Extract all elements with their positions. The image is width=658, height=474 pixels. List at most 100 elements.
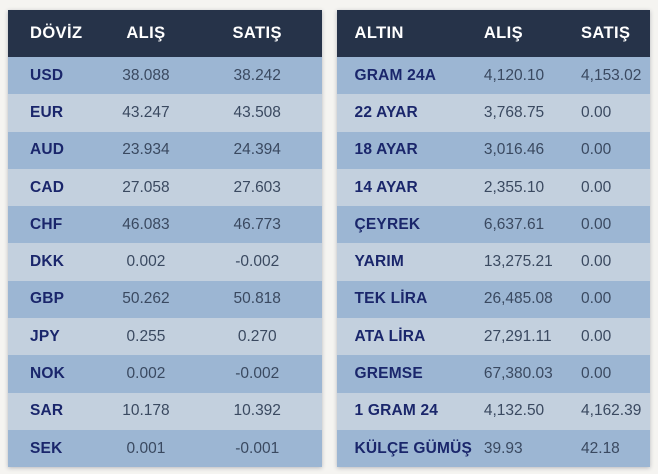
currency-code: AUD xyxy=(30,141,65,159)
currency-code: JPY xyxy=(30,327,60,345)
table-row: GREMSE 67,380.03 0.00 xyxy=(336,355,650,393)
alis-value: 46.083 xyxy=(122,215,170,233)
gold-item-label: 14 AYAR xyxy=(354,178,418,196)
alis-value: 39.93 xyxy=(483,439,523,457)
satis-value: 0.00 xyxy=(581,141,612,159)
table-row: TEK LİRA 26,485.08 0.00 xyxy=(336,280,650,319)
gold-table: ALTIN ALIŞ SATIŞ GRAM 24A 4,120.10 4,153.0… xyxy=(336,10,650,468)
gold-item-label: 1 GRAM 24 xyxy=(354,402,439,420)
alis-value: 4,132.50 xyxy=(483,402,545,420)
gold-item-label: KÜLÇE GÜMÜŞ xyxy=(354,439,473,457)
satis-value: 4,153.02 xyxy=(581,66,642,84)
alis-value: 0.255 xyxy=(126,327,166,345)
currency-code: SAR xyxy=(30,402,64,420)
currency-code: USD xyxy=(30,66,64,84)
satis-value: 0.00 xyxy=(581,178,612,196)
gold-item-label: GRAM 24A xyxy=(354,66,437,84)
satis-value: 43.508 xyxy=(233,103,281,121)
satis-value: -0.002 xyxy=(235,365,280,383)
table-row: NOK 0.002 -0.002 xyxy=(8,355,322,393)
alis-value: 27.058 xyxy=(122,178,170,196)
alis-value: 26,485.08 xyxy=(483,290,553,308)
currency-code: CAD xyxy=(30,178,65,196)
satis-value: 0.00 xyxy=(581,253,612,271)
satis-value: -0.001 xyxy=(235,439,280,457)
satis-value: 0.00 xyxy=(581,327,612,345)
satis-value: 0.00 xyxy=(581,103,612,121)
currency-code: GBP xyxy=(30,290,65,308)
alis-value: 0.002 xyxy=(126,253,166,271)
currency-code: DKK xyxy=(30,253,65,271)
alis-value: 6,637.61 xyxy=(483,215,545,233)
table-row: CAD 27.058 27.603 xyxy=(8,168,322,207)
alis-value: 4,120.10 xyxy=(483,66,545,84)
satis-value: 46.773 xyxy=(233,215,281,233)
table-row: GBP 50.262 50.818 xyxy=(8,280,322,319)
table-row: ATA LİRA 27,291.11 0.00 xyxy=(336,318,650,356)
gold-item-label: YARIM xyxy=(354,253,405,271)
gold-item-label: TEK LİRA xyxy=(354,290,428,308)
buy-column-header: ALIŞ xyxy=(126,24,166,42)
satis-value: 0.00 xyxy=(581,290,612,308)
currency-code: SEK xyxy=(30,439,63,457)
table-row: YARIM 13,275.21 0.00 xyxy=(336,243,650,281)
alis-value: 0.001 xyxy=(126,439,166,457)
gold-table-header: ALTIN ALIŞ SATIŞ xyxy=(336,10,650,57)
currency-table-body: USD 38.088 38.242 EUR 43.247 43.508 AUD 23.934 2… xyxy=(8,57,322,468)
currency-code: NOK xyxy=(30,365,66,383)
gold-table-body: GRAM 24A 4,120.10 4,153.02 22 AYAR 3,768.75 0… xyxy=(336,57,650,468)
buy-column-header: ALIŞ xyxy=(483,24,524,42)
alis-value: 67,380.03 xyxy=(483,365,553,383)
currency-column-header: DÖVİZ xyxy=(30,24,83,42)
satis-value: 38.242 xyxy=(233,66,281,84)
satis-value: 50.818 xyxy=(233,290,281,308)
alis-value: 10.178 xyxy=(122,402,170,420)
table-row: 18 AYAR 3,016.46 0.00 xyxy=(336,131,650,169)
satis-value: 42.18 xyxy=(581,439,620,457)
alis-value: 27,291.11 xyxy=(483,327,552,345)
alis-value: 3,768.75 xyxy=(483,103,545,121)
table-row: JPY 0.255 0.270 xyxy=(8,318,322,356)
gold-item-label: 18 AYAR xyxy=(354,141,418,159)
table-row: EUR 43.247 43.508 xyxy=(8,94,322,132)
table-row: KÜLÇE GÜMÜŞ 39.93 42.18 xyxy=(336,429,650,468)
satis-value: -0.002 xyxy=(235,253,280,271)
table-row: 1 GRAM 24 4,132.50 4,162.39 xyxy=(336,392,650,430)
gold-item-label: ÇEYREK xyxy=(354,215,421,233)
satis-value: 0.00 xyxy=(581,365,612,383)
sell-column-header: SATIŞ xyxy=(581,24,631,42)
currency-table-header: DÖVİZ ALIŞ SATIŞ xyxy=(8,10,322,57)
table-row: ÇEYREK 6,637.61 0.00 xyxy=(336,206,650,244)
satis-value: 4,162.39 xyxy=(581,402,642,420)
table-row: AUD 23.934 24.394 xyxy=(8,131,322,169)
alis-value: 23.934 xyxy=(122,141,170,159)
table-row: 22 AYAR 3,768.75 0.00 xyxy=(336,94,650,132)
table-row: DKK 0.002 -0.002 xyxy=(8,243,322,281)
table-row: CHF 46.083 46.773 xyxy=(8,206,322,244)
gold-column-header: ALTIN xyxy=(354,24,404,42)
currency-code: EUR xyxy=(30,103,64,121)
satis-value: 0.270 xyxy=(237,327,277,345)
currency-table: DÖVİZ ALIŞ SATIŞ USD 38.088 38.242 EUR 43.24… xyxy=(8,10,322,468)
satis-value: 24.394 xyxy=(233,141,281,159)
alis-value: 13,275.21 xyxy=(483,253,553,271)
satis-value: 27.603 xyxy=(233,178,281,196)
gold-item-label: ATA LİRA xyxy=(354,327,426,345)
gold-item-label: 22 AYAR xyxy=(354,103,418,121)
alis-value: 43.247 xyxy=(122,103,170,121)
gold-item-label: GREMSE xyxy=(354,365,423,383)
alis-value: 2,355.10 xyxy=(483,178,545,196)
table-row: USD 38.088 38.242 xyxy=(8,57,322,95)
table-row: SAR 10.178 10.392 xyxy=(8,392,322,430)
table-row: 14 AYAR 2,355.10 0.00 xyxy=(336,168,650,207)
alis-value: 0.002 xyxy=(126,365,166,383)
currency-code: CHF xyxy=(30,215,63,233)
alis-value: 50.262 xyxy=(122,290,170,308)
alis-value: 38.088 xyxy=(122,66,170,84)
alis-value: 3,016.46 xyxy=(483,141,545,159)
table-row: SEK 0.001 -0.001 xyxy=(8,429,322,468)
satis-value: 10.392 xyxy=(233,402,281,420)
satis-value: 0.00 xyxy=(581,215,612,233)
table-row: GRAM 24A 4,120.10 4,153.02 xyxy=(336,57,650,95)
